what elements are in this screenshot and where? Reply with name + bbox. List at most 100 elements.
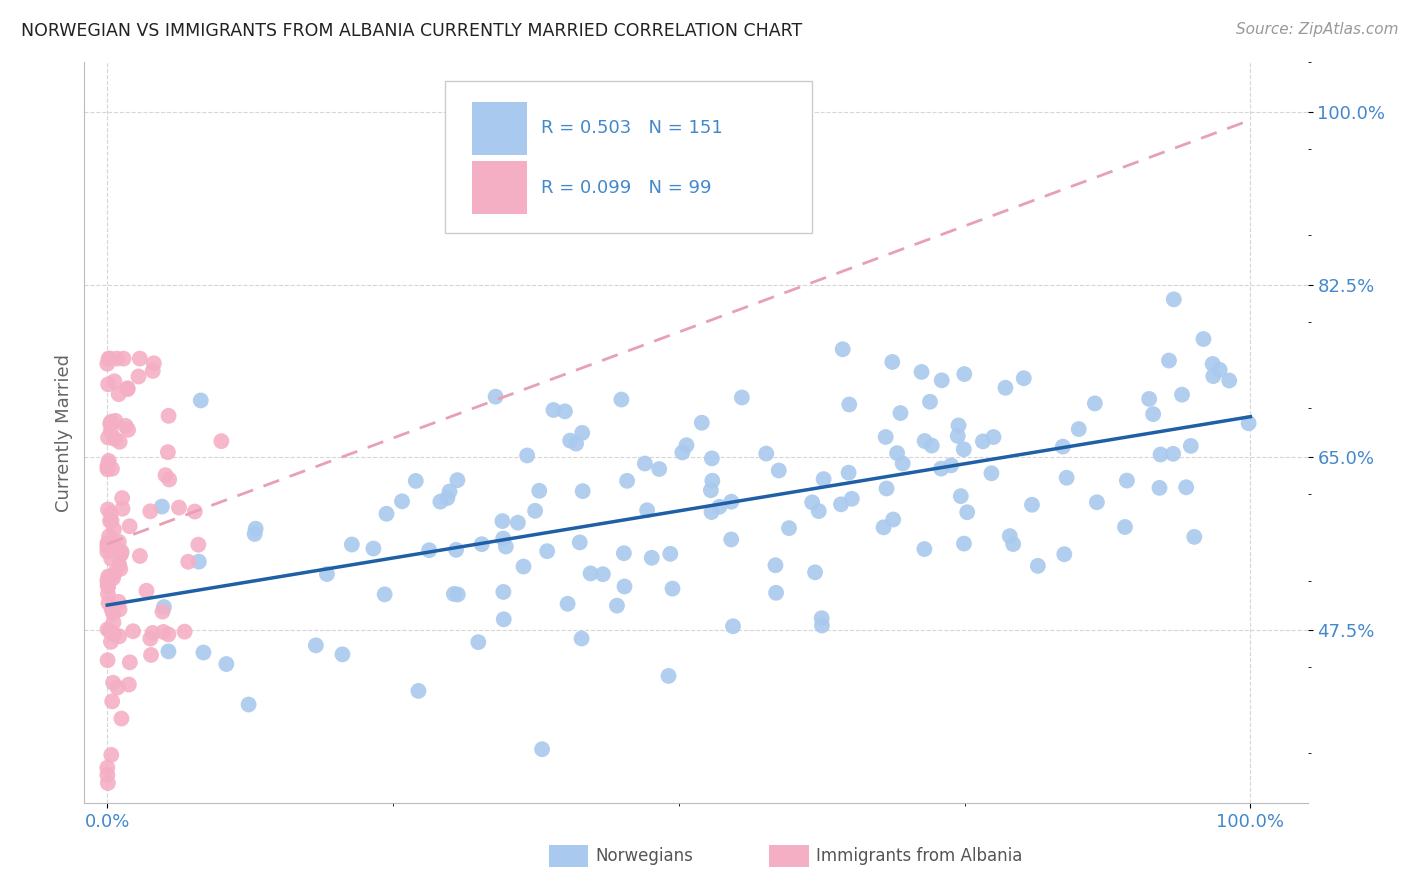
Point [804,566,827,580]
Point [491,514,513,528]
Point [305,638,328,652]
Point [1053,547,1076,561]
Point [101,571,124,585]
Point [103,566,125,581]
Point [107,595,129,609]
Point [592,567,614,582]
Point [506,516,529,530]
Point [1161,447,1184,461]
Point [671,445,693,459]
Point [436,491,458,505]
Point [446,473,468,487]
Point [114,418,136,433]
Point [238,698,260,712]
Point [921,439,943,453]
Point [634,457,657,471]
Point [721,619,744,633]
Point [1137,392,1160,406]
Point [983,430,1005,444]
Point [110,562,132,576]
Point [1202,369,1225,384]
Point [709,500,731,514]
Point [557,597,579,611]
Point [97,587,120,601]
Point [872,520,894,534]
Point [516,449,538,463]
Point [1056,471,1078,485]
Point [100,602,122,616]
Point [439,484,461,499]
Point [108,629,131,643]
Point [97,457,120,471]
Point [97,536,120,550]
Point [838,466,860,480]
Point [953,367,976,381]
Point [97,351,120,366]
Point [117,382,139,396]
Point [110,547,132,561]
Point [118,655,141,669]
Point [998,529,1021,543]
Point [96,540,118,554]
Point [657,669,679,683]
Point [96,544,118,558]
Point [720,533,742,547]
Point [96,574,118,588]
Point [956,505,979,519]
Point [408,684,430,698]
Point [405,474,427,488]
Point [939,458,962,473]
Point [536,544,558,558]
Point [571,484,593,499]
Point [118,677,141,691]
Point [108,534,131,549]
Point [103,536,125,550]
Point [700,451,723,466]
Point [571,425,593,440]
Point [157,627,180,641]
Point [882,512,904,526]
Point [801,495,824,509]
Point [606,599,628,613]
Point [105,351,128,366]
Point [841,491,863,506]
Point [811,618,834,632]
Point [1175,480,1198,494]
Point [443,587,465,601]
Point [1084,396,1107,410]
Point [1114,520,1136,534]
Point [103,615,125,630]
Point [807,504,830,518]
Point [429,494,451,508]
Point [128,351,150,366]
Point [128,369,150,384]
Point [184,504,207,518]
Point [1180,439,1202,453]
Point [100,507,122,521]
Point [103,374,125,388]
Point [471,537,494,551]
Point [1026,558,1049,573]
Point [100,551,122,566]
Point [931,373,953,387]
Point [952,442,974,457]
Point [332,648,354,662]
Point [156,445,179,459]
Point [994,381,1017,395]
Point [1067,422,1090,436]
Point [101,462,124,476]
Point [100,635,122,649]
Point [554,404,576,418]
Point [100,415,122,429]
Y-axis label: Currently Married: Currently Married [55,353,73,512]
Point [98,529,121,543]
Point [139,648,162,662]
Point [659,547,682,561]
Point [1149,481,1171,495]
Point [215,657,238,671]
Point [110,545,132,559]
Point [613,579,636,593]
Point [101,694,124,708]
Point [613,546,636,560]
Point [444,542,467,557]
